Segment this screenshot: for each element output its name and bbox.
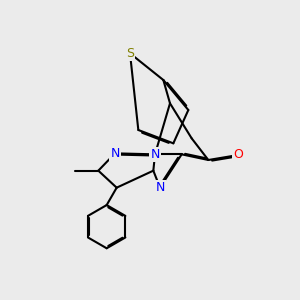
Text: N: N <box>150 148 160 161</box>
Text: S: S <box>126 47 134 60</box>
Text: N: N <box>155 181 165 194</box>
Text: N: N <box>110 147 120 160</box>
Text: O: O <box>233 148 243 161</box>
